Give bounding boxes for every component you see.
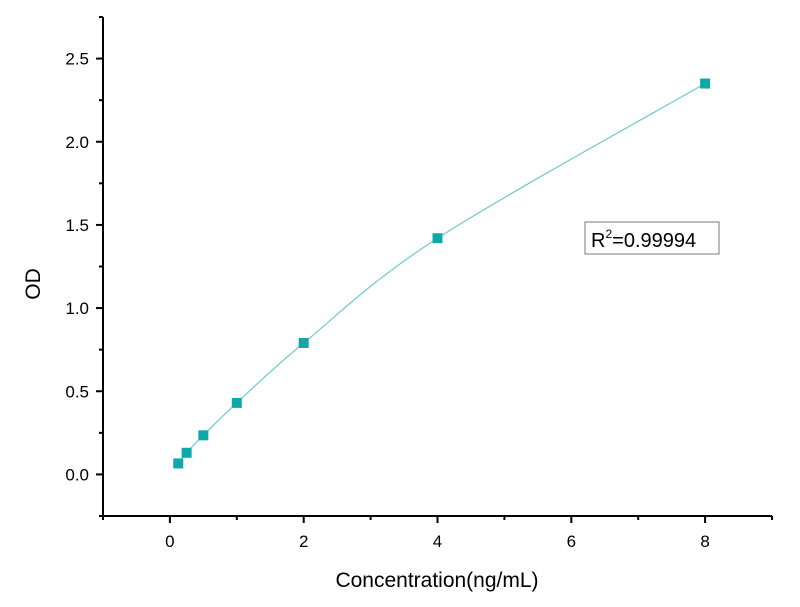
y-tick-label: 1.5 xyxy=(65,216,89,235)
x-tick-label: 2 xyxy=(299,532,308,551)
data-points xyxy=(173,78,711,469)
x-axis-label: Concentration(ng/mL) xyxy=(335,569,538,592)
y-tick-label: 0.0 xyxy=(65,465,89,484)
x-tick-label: 0 xyxy=(165,532,174,551)
data-point xyxy=(298,338,309,349)
fit-curve xyxy=(177,83,706,464)
r-squared-value: =0.99994 xyxy=(612,230,696,252)
data-point xyxy=(173,458,184,469)
x-tick-label: 8 xyxy=(700,532,709,551)
y-tick-label: 1.0 xyxy=(65,299,89,318)
svg-text:R2=0.99994: R2=0.99994 xyxy=(591,227,696,252)
y-tick-label: 2.5 xyxy=(65,50,89,69)
data-point xyxy=(231,397,242,408)
y-tick-label: 0.5 xyxy=(65,382,89,401)
y-axis-label: OD xyxy=(22,268,45,300)
data-point xyxy=(198,430,209,441)
r-squared-annotation: R2=0.99994 xyxy=(584,221,720,255)
y-tick-label: 2.0 xyxy=(65,133,89,152)
data-point xyxy=(181,447,192,458)
axes: 0.0 0.5 1.0 1.5 2.0 2.5 0 2 4 6 8 xyxy=(65,16,773,551)
data-point xyxy=(432,233,443,244)
data-point xyxy=(700,78,711,89)
r-squared-prefix: R xyxy=(591,230,605,252)
r-squared-sup: 2 xyxy=(605,227,612,241)
x-tick-label: 6 xyxy=(567,532,576,551)
x-tick-label: 4 xyxy=(433,532,442,551)
